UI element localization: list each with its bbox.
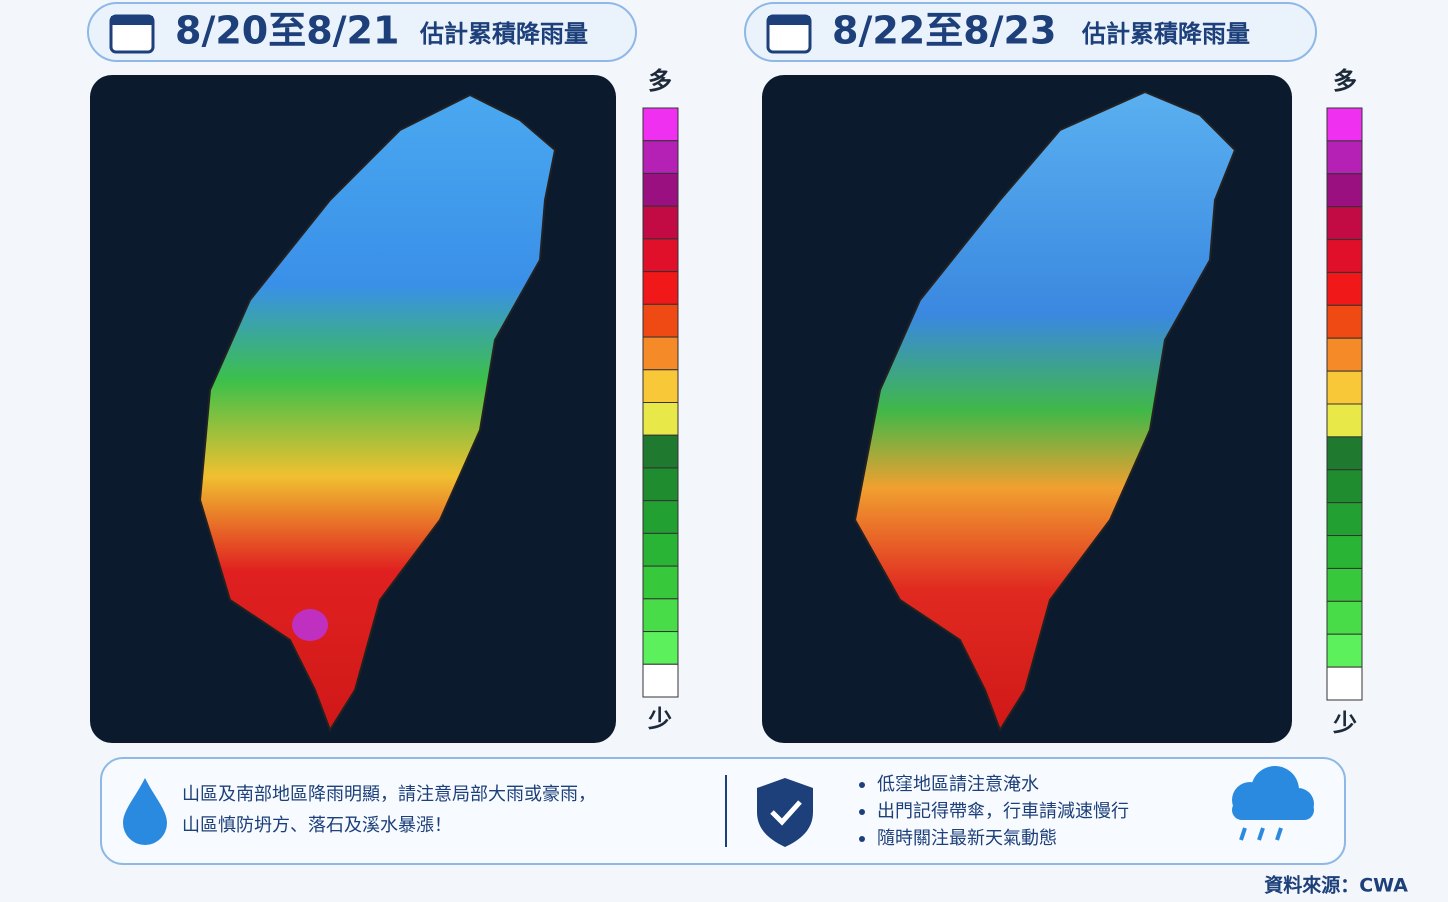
- rain-cloud-icon: [1232, 766, 1314, 841]
- water-drop-icon: [123, 778, 167, 845]
- legend-swatch: [1326, 370, 1363, 405]
- legend-high: 多: [1333, 67, 1357, 95]
- legend-low: 少: [647, 705, 672, 733]
- legend-swatch: [1326, 206, 1363, 241]
- tip: 出門記得帶傘，行車請減速慢行: [877, 801, 1129, 822]
- panel-title: 估計累積降雨量: [1081, 20, 1250, 48]
- legend-swatch: [642, 402, 679, 436]
- legend-swatch: [1326, 600, 1363, 635]
- legend-swatch: [1326, 633, 1363, 668]
- legend-swatch: [642, 336, 679, 371]
- rainfall-map: [198, 93, 557, 733]
- legend-swatch: [642, 631, 679, 665]
- rainfall-map: [853, 90, 1237, 733]
- legend-swatch: [642, 271, 679, 305]
- title-pill: [744, 2, 1317, 62]
- legend-swatch: [642, 532, 679, 567]
- bullet: [859, 809, 865, 815]
- legend-swatch: [642, 140, 679, 174]
- legend-swatch: [1326, 337, 1363, 372]
- legend-swatch: [1326, 271, 1363, 306]
- notice-line: 山區慎防坍方、落石及溪水暴漲！: [182, 815, 452, 836]
- notice-box: [100, 757, 1346, 865]
- legend-swatch: [1326, 140, 1363, 175]
- source: 資料來源：CWA: [1264, 874, 1408, 897]
- calendar-icon: [766, 14, 812, 54]
- tip: 低窪地區請注意淹水: [877, 774, 1039, 795]
- legend-swatch: [642, 467, 679, 502]
- color-legend: [1326, 107, 1363, 701]
- legend-swatch: [642, 565, 679, 600]
- legend-swatch: [642, 369, 679, 403]
- tip: 隨時關注最新天氣動態: [877, 828, 1057, 849]
- legend-swatch: [1326, 304, 1363, 339]
- legend-swatch: [642, 238, 679, 273]
- legend-swatch: [642, 303, 679, 338]
- legend-swatch: [1326, 666, 1363, 701]
- legend-swatch: [642, 172, 679, 207]
- date-range: 8/22至8/23: [832, 9, 1056, 53]
- legend-swatch: [1326, 107, 1363, 142]
- title-pill: [87, 2, 637, 62]
- bullet: [859, 836, 865, 842]
- notice-line: 山區及南部地區降雨明顯，請注意局部大雨或豪雨，: [182, 784, 596, 805]
- panel-title: 估計累積降雨量: [419, 20, 588, 48]
- legend-swatch: [1326, 469, 1363, 504]
- legend-swatch: [1326, 535, 1363, 569]
- legend-swatch: [642, 598, 679, 633]
- calendar-icon: [109, 14, 155, 54]
- legend-swatch: [642, 434, 679, 469]
- date-range: 8/20至8/21: [175, 9, 399, 53]
- legend-swatch: [1326, 239, 1363, 273]
- legend-low: 少: [1332, 709, 1357, 737]
- legend-high: 多: [648, 67, 672, 95]
- color-legend: [642, 107, 679, 698]
- bullet: [859, 782, 865, 788]
- legend-swatch: [1326, 173, 1363, 208]
- legend-swatch: [1326, 502, 1363, 537]
- legend-swatch: [642, 107, 679, 142]
- legend-swatch: [1326, 567, 1363, 602]
- legend-swatch: [1326, 403, 1363, 438]
- legend-swatch: [642, 663, 679, 698]
- legend-swatch: [642, 205, 679, 240]
- legend-swatch: [642, 500, 679, 534]
- legend-swatch: [1326, 436, 1363, 471]
- shield-icon: [757, 778, 813, 847]
- rainfall-peak: [292, 609, 328, 641]
